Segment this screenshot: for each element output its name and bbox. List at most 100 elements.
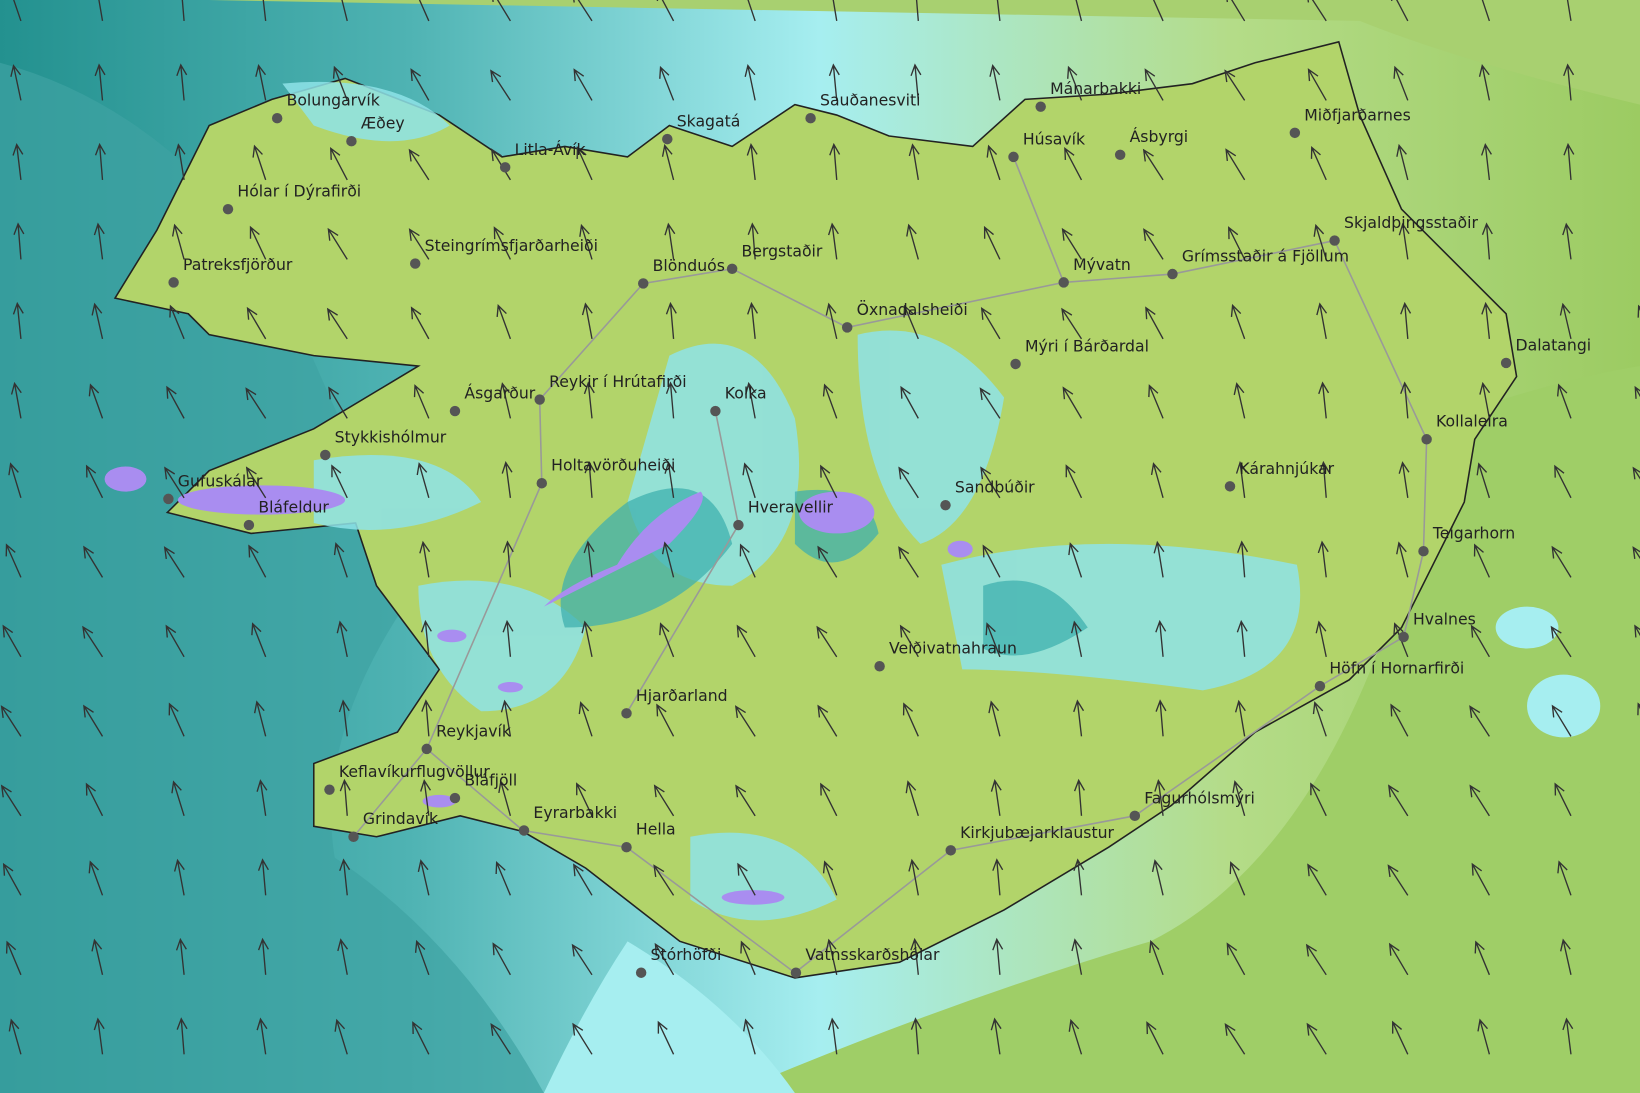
wind-arrow [1067,65,1083,101]
station-dot [168,277,179,288]
wind-arrow [832,0,838,22]
wind-arrow [2,862,22,896]
wind-arrow [418,0,430,22]
station-label: Ásbyrgi [1130,127,1189,146]
wind-arrow [820,464,838,499]
wind-arrow [83,545,104,578]
wind-arrow [1224,1023,1246,1055]
station-label: Mývatn [1073,255,1131,274]
wind-arrow [1556,383,1572,419]
wind-arrow [1551,704,1572,737]
wind-arrow [661,541,675,578]
station-label: Hjarðarland [636,686,728,705]
station-label: Grindavík [363,809,439,828]
wind-arrow [1061,227,1083,260]
wind-arrow [1563,63,1575,101]
station-dot [534,394,545,405]
wind-arrow [327,227,348,260]
station-label: Æðey [361,114,405,133]
station-label: Eyrarbakki [533,803,617,822]
wind-arrow [1563,142,1575,180]
station-label: Stykkishólmur [335,427,447,446]
wind-arrow [256,1017,268,1055]
wind-arrow [908,858,920,896]
station-label: Stórhöfði [651,945,722,964]
wind-arrow [501,461,513,498]
wind-arrow [88,860,104,896]
station-dot [790,967,802,978]
wind-arrow [743,1018,756,1055]
wind-arrow [257,858,269,896]
wind-arrow [581,302,593,340]
wind-arrow [1400,301,1412,339]
wind-arrow [1637,304,1640,318]
station-dot [733,519,744,531]
wind-arrows [0,0,1640,1055]
station-dot [518,825,530,836]
station-label: Hólar í Dýrafirði [237,182,361,201]
wind-arrow [1469,705,1490,737]
wind-arrow [91,938,104,975]
wind-arrow [825,302,838,340]
wind-arrow [1634,385,1640,399]
station-dot [1421,434,1432,445]
wind-arrow [910,63,922,101]
station-dot [243,519,255,531]
wind-arrow [899,624,919,658]
wind-arrow [164,466,185,499]
wind-arrow [817,704,838,737]
wind-arrow [1313,223,1327,260]
wind-arrow [1562,1017,1574,1055]
station-dot [346,135,357,147]
station-label: Öxnadalsheiði [857,300,968,319]
wind-arrow [93,1017,105,1055]
wind-arrow [1149,939,1164,976]
wind-arrow [10,64,22,101]
station-dot [222,203,234,215]
wind-arrow [8,1018,22,1055]
wind-arrow [910,1017,922,1055]
station-dot [1500,357,1512,369]
station-dot [1167,268,1178,280]
wind-arrow [414,939,430,976]
wind-arrow [980,306,1001,340]
wind-arrow [1551,545,1572,578]
wind-arrow [1550,625,1572,658]
wind-arrow [1065,464,1083,499]
wind-arrow [1150,462,1164,499]
station-label: Kollaleira [1436,412,1508,431]
wind-arrow [979,387,1001,419]
station-label: Gufuskálar [178,471,263,490]
wind-arrow [898,546,919,578]
wind-arrow [85,464,104,499]
wind-arrow [910,937,922,975]
wind-arrow [1478,64,1491,101]
wind-arrow [1634,624,1640,638]
wind-arrow [990,1017,1002,1055]
wind-arrow [1154,778,1166,816]
wind-arrow [985,622,1001,658]
wind-arrow [256,779,268,816]
station-dot [726,263,738,275]
wind-arrow [1068,542,1083,578]
wind-arrow [499,382,512,419]
wind-arrow [828,63,840,101]
sea-zone [543,941,795,1093]
wind-arrow [1398,461,1410,498]
wind-arrow [93,222,105,260]
wind-arrow [572,1022,593,1055]
wind-arrow [1396,541,1409,578]
wind-arrow [1228,226,1246,260]
precip-heavy [104,466,973,905]
station-dot [1008,151,1019,163]
wind-arrow [500,699,512,737]
wind-arrow [827,1017,839,1055]
wind-arrow [495,861,512,896]
wind-arrow [2,624,22,658]
wind-arrow [245,466,267,499]
station-label: Hveravellir [748,498,834,517]
station-dot [449,792,461,804]
wind-arrow [1387,864,1409,896]
wind-arrow [502,619,514,657]
wind-arrow [584,460,596,498]
